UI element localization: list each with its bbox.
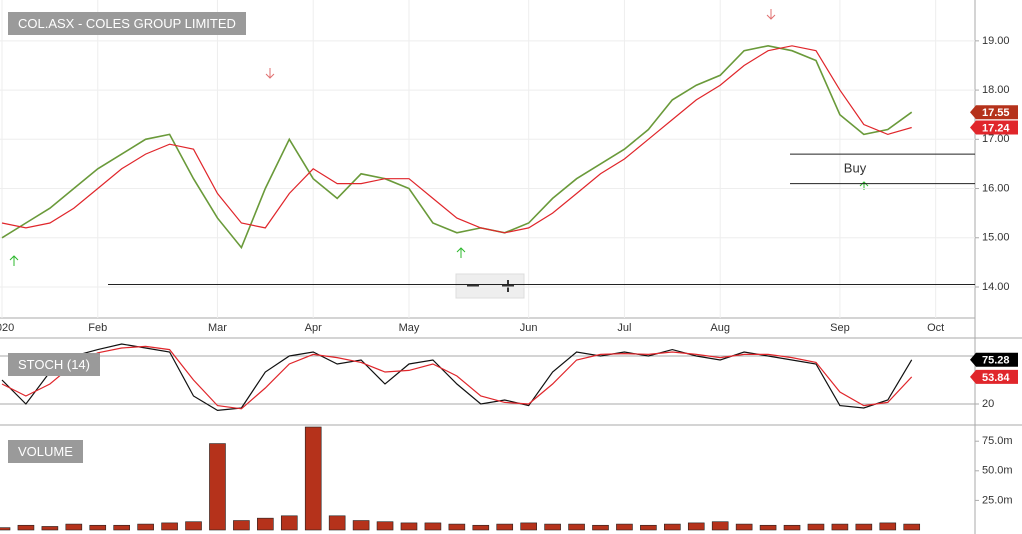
x-tick-label: Feb	[88, 322, 107, 334]
value-tag	[970, 120, 1018, 135]
series-line	[1, 343, 913, 412]
volume-bar	[41, 526, 59, 531]
value-tag	[970, 369, 1018, 384]
volume-bar	[711, 521, 729, 531]
y-tick-label: 50.0m	[982, 465, 1013, 477]
panel-title: VOLUME	[8, 440, 83, 463]
volume-bar	[759, 524, 777, 531]
series-line	[1, 45, 912, 234]
volume-bar	[17, 524, 35, 531]
x-tick-label: Apr	[305, 322, 322, 334]
volume-bar	[831, 523, 849, 531]
volume-bar	[520, 522, 537, 531]
value-tag	[970, 352, 1018, 367]
x-tick-label: Mar	[208, 322, 227, 334]
volume-bar	[209, 443, 226, 531]
volume-bar	[879, 522, 897, 531]
signal-arrow	[456, 247, 466, 258]
y-tick-label: 14.00	[982, 281, 1010, 293]
volume-bar	[352, 520, 370, 531]
y-tick-label: 15.00	[982, 232, 1010, 244]
volume-bar	[903, 523, 921, 531]
volume-bar	[687, 522, 705, 531]
signal-arrow	[265, 68, 275, 79]
volume-bar	[233, 520, 250, 531]
x-tick-label: May	[399, 322, 420, 334]
volume-bar	[280, 515, 298, 531]
value-tag-label: 17.55	[982, 107, 1010, 119]
series-line	[1, 345, 913, 410]
volume-bar	[544, 523, 561, 531]
volume-bar	[568, 523, 585, 531]
volume-bar	[113, 524, 130, 531]
series-line	[1, 44, 913, 250]
volume-bar	[496, 523, 514, 531]
x-tick-label: Aug	[710, 322, 730, 334]
volume-bar	[472, 524, 490, 531]
signal-arrow	[9, 255, 19, 266]
y-tick-label: 20	[982, 398, 994, 410]
x-tick-label: Jun	[520, 322, 538, 334]
x-tick-label: 2020	[0, 322, 14, 334]
volume-bar	[376, 521, 394, 531]
volume-bar	[616, 523, 633, 531]
value-tag-label: 53.84	[982, 372, 1010, 384]
volume-bar	[592, 524, 609, 531]
volume-bar	[424, 522, 442, 531]
signal-arrow	[766, 9, 776, 20]
volume-bar	[400, 522, 418, 531]
volume-bar	[89, 524, 107, 531]
volume-bar	[0, 527, 11, 531]
value-tag-label: 75.28	[982, 355, 1010, 367]
volume-bar	[185, 521, 202, 531]
x-tick-label: Jul	[617, 322, 631, 334]
value-tag	[970, 105, 1018, 120]
volume-bar	[65, 523, 83, 531]
value-tag-label: 17.24	[982, 122, 1010, 134]
volume-bar	[137, 523, 154, 531]
y-tick-label: 18.00	[982, 84, 1010, 96]
volume-bar	[855, 523, 873, 531]
volume-bar	[735, 523, 753, 531]
y-tick-label: 16.00	[982, 182, 1010, 194]
annotation: Buy	[844, 160, 867, 175]
volume-bar	[448, 523, 466, 531]
panel-title: STOCH (14)	[8, 353, 100, 376]
y-tick-label: 75.0m	[982, 435, 1013, 447]
volume-bar	[783, 524, 801, 531]
volume-bar	[161, 522, 178, 531]
volume-bar	[640, 524, 657, 531]
y-tick-label: 25.0m	[982, 494, 1013, 506]
panel-title: COL.ASX - COLES GROUP LIMITED	[8, 12, 246, 35]
x-tick-label: Sep	[830, 322, 850, 334]
y-tick-label: 17.00	[982, 133, 1010, 145]
volume-bar	[257, 517, 274, 531]
y-tick-label: 19.00	[982, 35, 1010, 47]
volume-bar	[807, 523, 825, 531]
volume-bar	[328, 515, 346, 531]
x-tick-label: Oct	[927, 322, 944, 334]
zoom-icons	[467, 280, 514, 292]
volume-bar	[664, 523, 681, 531]
volume-bar	[304, 426, 322, 531]
